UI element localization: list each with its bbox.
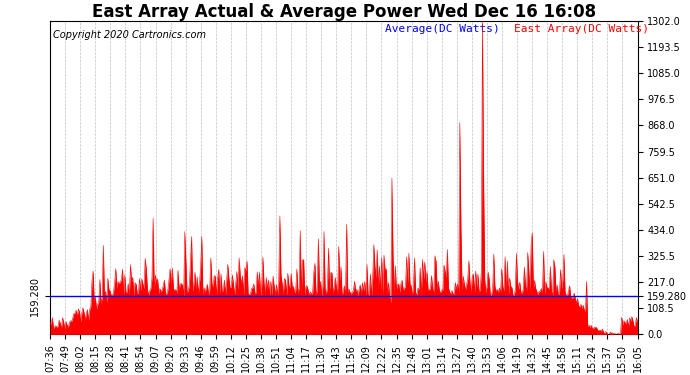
Title: East Array Actual & Average Power Wed Dec 16 16:08: East Array Actual & Average Power Wed De… (92, 3, 596, 21)
Text: East Array(DC Watts): East Array(DC Watts) (514, 24, 649, 34)
Text: Average(DC Watts): Average(DC Watts) (385, 24, 500, 34)
Text: Copyright 2020 Cartronics.com: Copyright 2020 Cartronics.com (53, 30, 206, 40)
